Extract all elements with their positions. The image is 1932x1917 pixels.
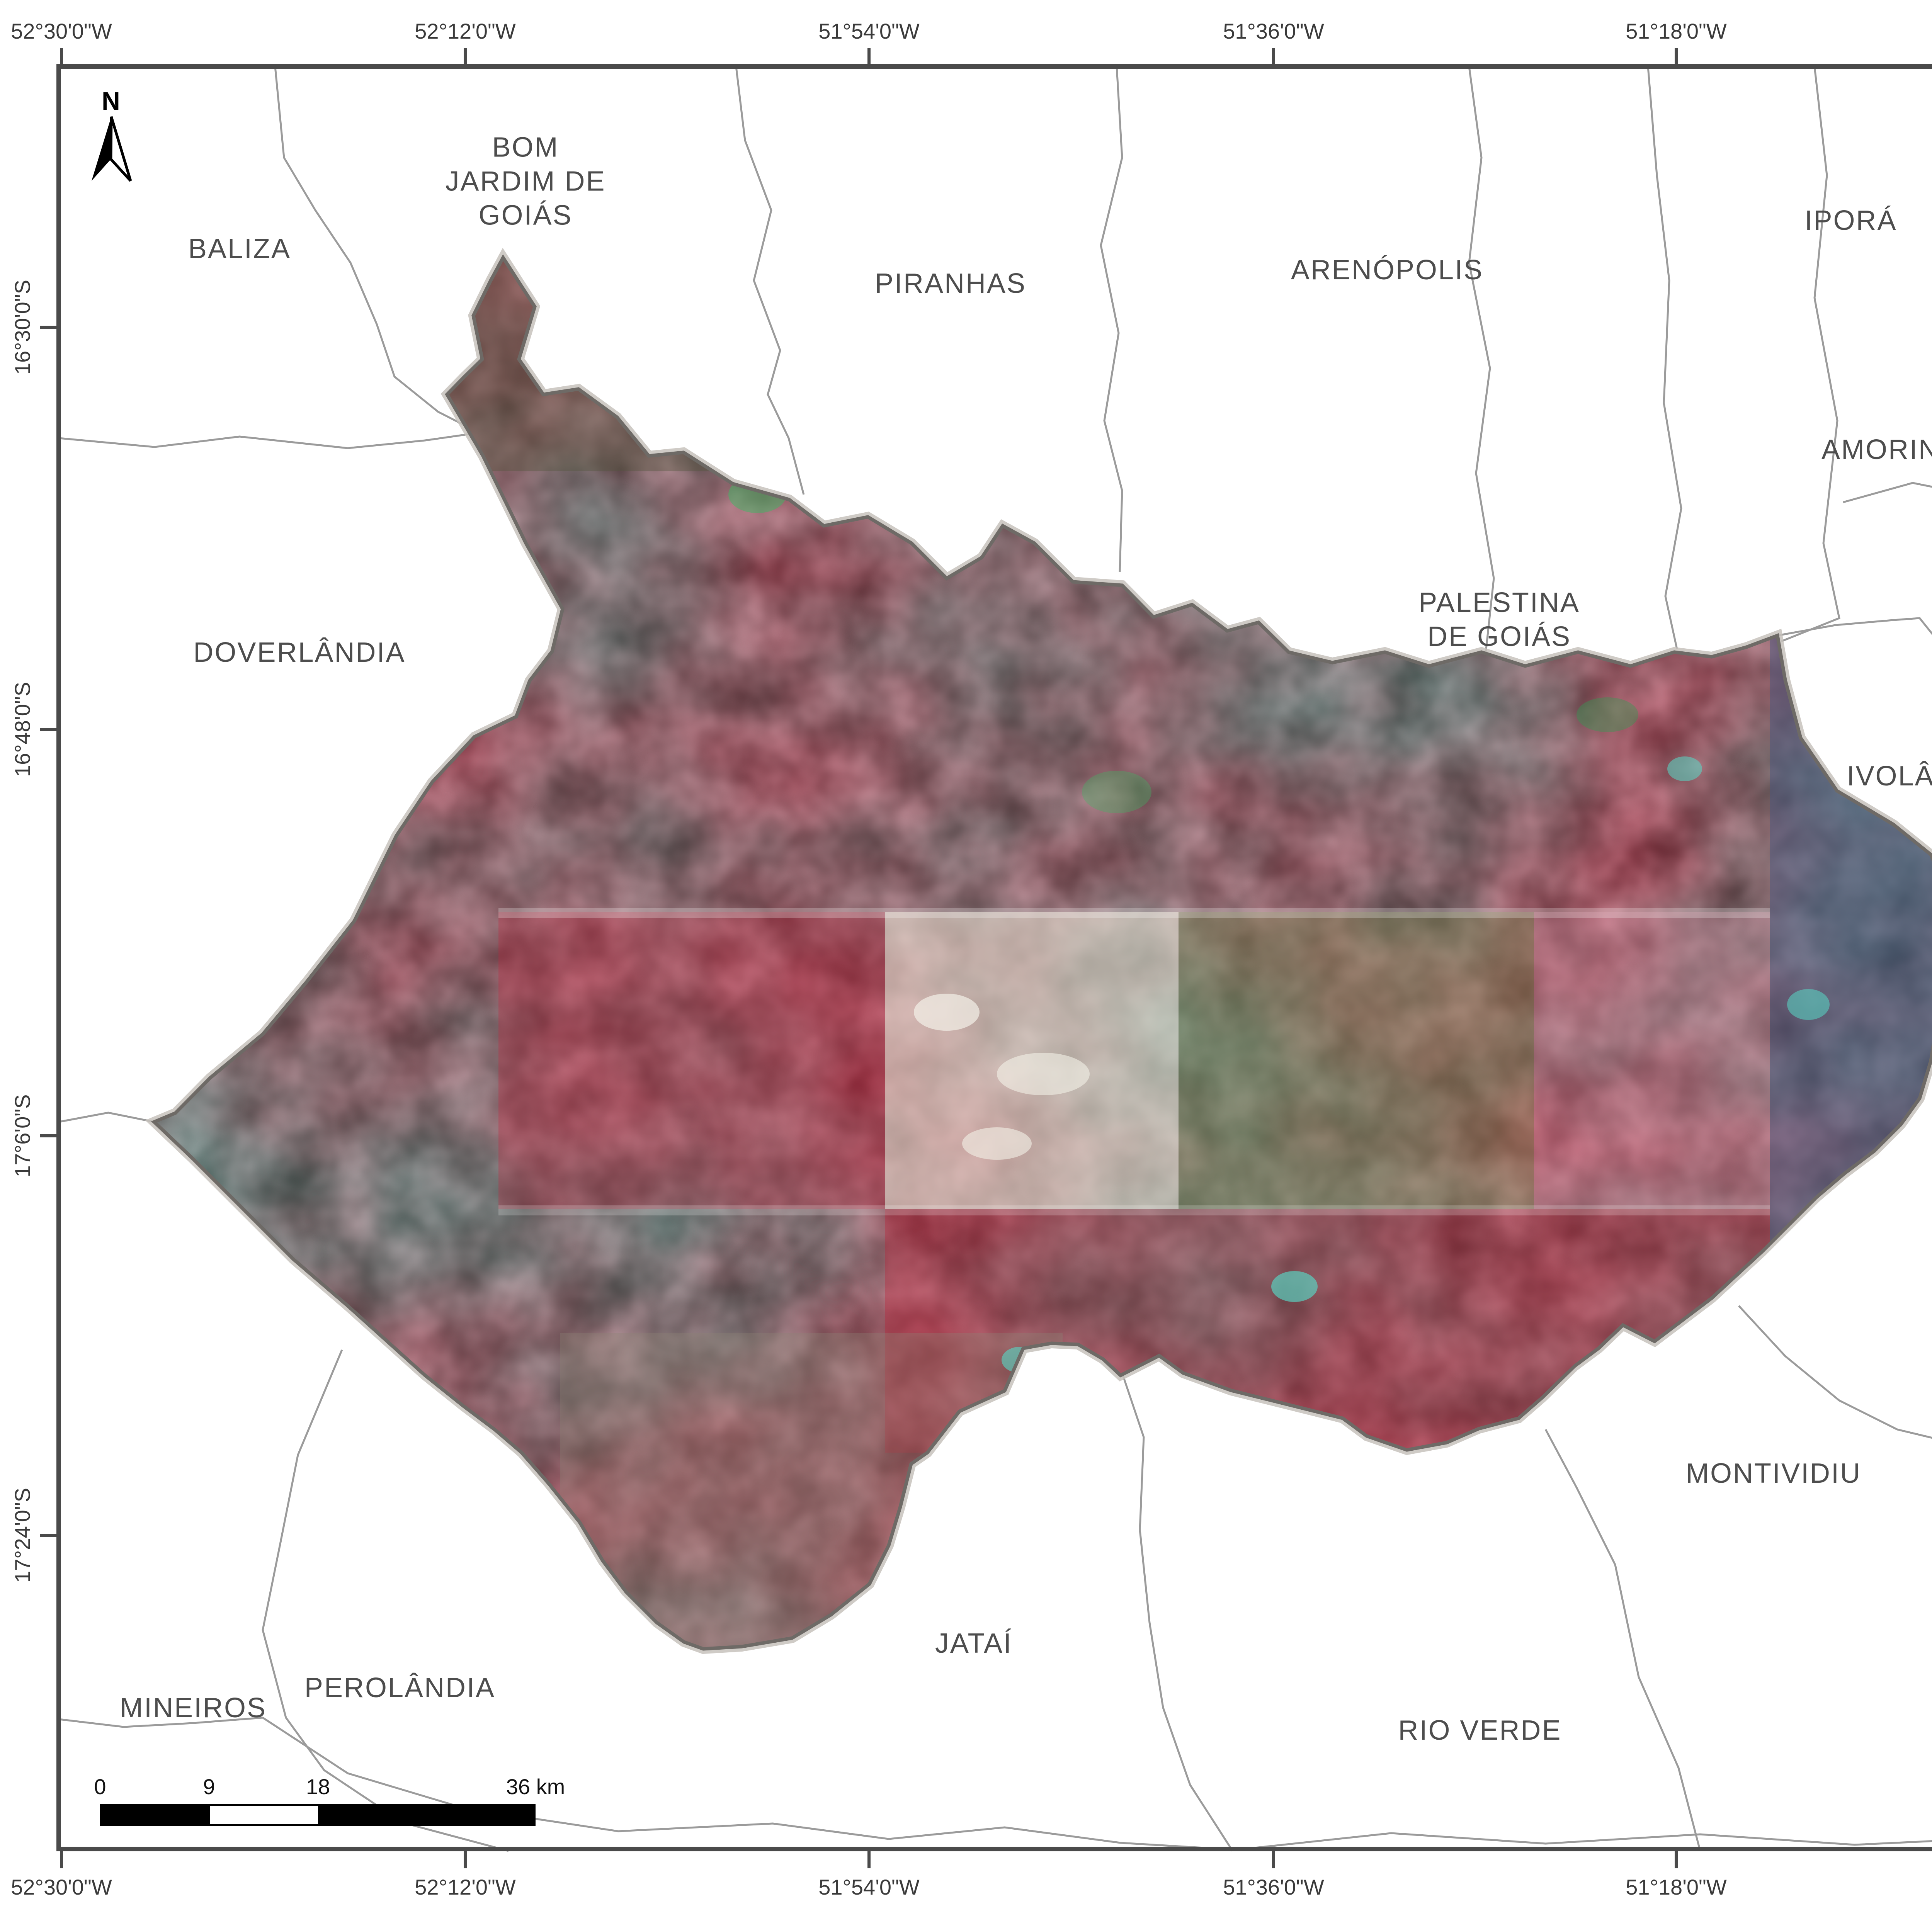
tick-top [1675,48,1678,65]
tick-top [464,48,467,65]
scale-segment [318,1806,534,1824]
map-label-rio-verde: RIO VERDE [1398,1715,1562,1746]
map-label-amorinopolis: AMORINÓPOLIS [1821,434,1932,466]
lon-label-bottom: 52°12'0"W [415,1875,516,1899]
lon-label-bottom: 51°36'0"W [1223,1875,1324,1899]
tick-bottom [60,1851,63,1868]
lon-label-bottom: 52°30'0"W [11,1875,112,1899]
map-label-mineiros: MINEIROS [119,1693,267,1724]
satellite-mosaic [154,255,1932,1661]
map-label-montividiu: MONTIVIDIU [1686,1458,1861,1489]
map-label-baliza: BALIZA [188,233,291,265]
tick-top [867,48,871,65]
lon-label-bottom: 51°54'0"W [818,1875,920,1899]
lon-label-bottom: 51°18'0"W [1626,1875,1727,1899]
tick-top [1272,48,1275,65]
tick-left [40,1534,57,1537]
lat-label: 17°24'0"S [10,1487,35,1583]
map-label-ipora: IPORÁ [1804,205,1897,236]
tick-bottom [464,1851,467,1868]
tick-bottom [1675,1851,1678,1868]
map-label-ivolandia: IVOLÂNDIA [1847,761,1932,792]
north-arrow-icon [92,116,132,182]
lon-label-top: 52°12'0"W [415,19,516,43]
lat-label: 16°48'0"S [10,681,35,777]
tick-top [60,48,63,65]
map-label-palestina: PALESTINA DE GOIÁS [1418,587,1580,652]
tick-left [40,1134,57,1137]
tick-left [40,326,57,329]
map-label-perolandia: PEROLÂNDIA [304,1672,496,1704]
north-arrow-label: N [102,87,120,115]
map-label-piranhas: PIRANHAS [874,268,1027,299]
lon-label-top: 52°30'0"W [11,19,112,43]
lat-label: 16°30'0"S [10,279,35,375]
scale-label-9: 9 [203,1774,215,1799]
map-label-bom-jardim: BOM JARDIM DE GOIÁS [445,132,606,231]
scale-label-18: 18 [306,1774,330,1799]
tick-bottom [867,1851,871,1868]
scale-label-36: 36 km [506,1774,565,1799]
lon-label-top: 51°36'0"W [1223,19,1324,43]
tick-left [40,728,57,731]
tick-bottom [1272,1851,1275,1868]
lat-label: 17°6'0"S [10,1094,35,1178]
lon-label-top: 51°54'0"W [818,19,920,43]
scale-segment [210,1806,318,1824]
scale-segment [102,1806,210,1824]
map-label-doverlandia: DOVERLÂNDIA [193,637,406,668]
map-label-jatai: JATAÍ [935,1628,1013,1659]
lon-label-top: 51°18'0"W [1626,19,1727,43]
scale-label-0: 0 [94,1774,106,1799]
scale-bar-graphic [100,1804,536,1826]
scale-bar: 0 9 18 36 km [94,1774,565,1832]
map-label-arenopolis: ARENÓPOLIS [1291,255,1484,286]
